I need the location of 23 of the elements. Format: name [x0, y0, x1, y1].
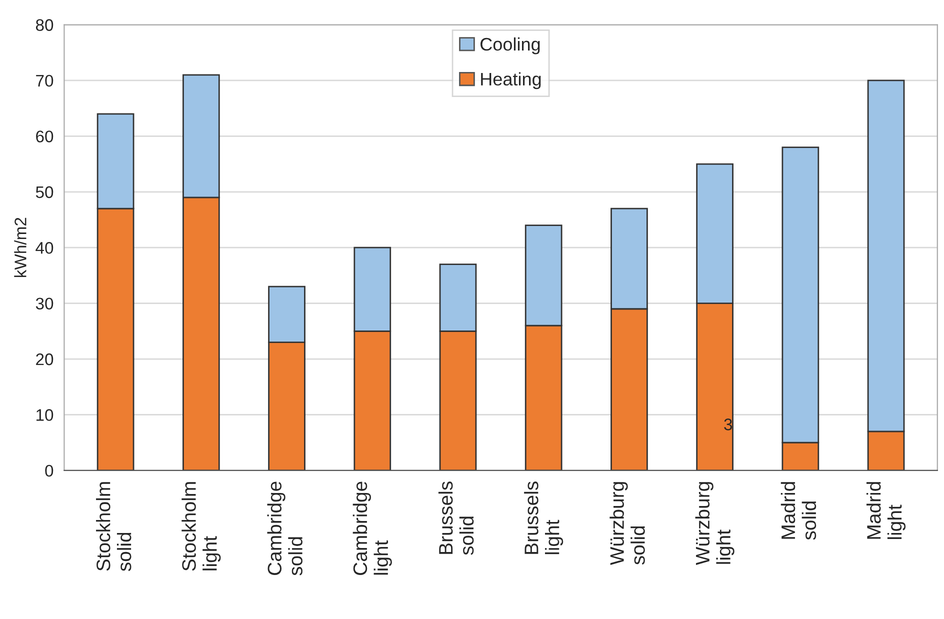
x-tick-label: Cambridge solid — [267, 482, 302, 576]
y-tick-label: 30 — [36, 298, 54, 310]
legend-label: Heating — [481, 72, 541, 90]
y-tick-label: 20 — [36, 353, 54, 366]
annotation: 3 — [724, 418, 732, 430]
y-tick-label: 60 — [36, 130, 54, 142]
legend-label: Cooling — [480, 37, 540, 54]
x-tick-label: Brussels light — [524, 482, 564, 554]
x-tick-label: Stockholm light — [182, 482, 221, 571]
x-tick-label: Cambridge light — [352, 482, 392, 575]
x-tick-label: Stockholm solid — [96, 482, 132, 572]
x-tick-label: Würzburg light — [695, 482, 734, 566]
x-tick-label: Würzburg solid — [610, 482, 645, 566]
y-tick-label: 10 — [36, 409, 54, 421]
x-tick-label: Brussels solid — [438, 482, 474, 555]
x-tick-label: Madrid solid — [780, 482, 816, 540]
x-tick-label: Madrid light — [866, 482, 906, 539]
y-axis-title: kWh/m2 — [14, 218, 26, 278]
y-tick-label: 80 — [36, 19, 54, 31]
y-tick-label: 70 — [36, 74, 54, 87]
y-tick-label: 40 — [36, 242, 54, 254]
y-tick-label: 50 — [36, 186, 54, 198]
y-tick-label: 0 — [45, 464, 54, 477]
